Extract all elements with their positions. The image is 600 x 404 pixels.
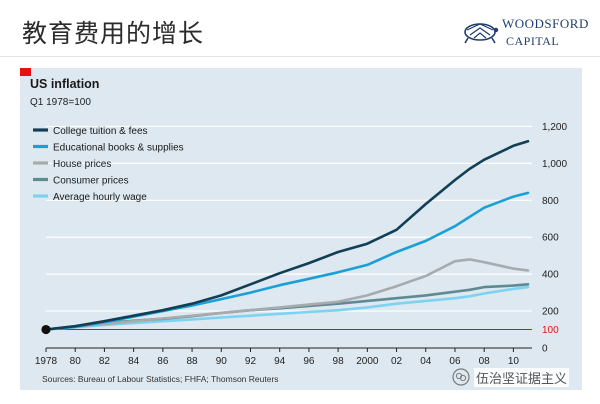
x-tick-label: 92 <box>245 356 257 367</box>
origin-marker <box>41 324 51 335</box>
y-tick-label: 800 <box>542 196 559 207</box>
chart-red-tab <box>20 68 31 76</box>
x-tick-label: 80 <box>70 356 82 367</box>
legend-label: College tuition & fees <box>53 126 148 137</box>
baseline-100-label: 100 <box>542 325 559 336</box>
x-tick-label: 1978 <box>35 356 58 367</box>
legend-label: Average hourly wage <box>53 192 147 203</box>
x-tick-label: 88 <box>186 356 198 367</box>
x-tick-label: 98 <box>333 356 345 367</box>
logo-wordmark: WOODSFORD <box>502 16 589 31</box>
x-tick-label: 94 <box>274 356 286 367</box>
wechat-watermark: 伍治坚证据主义 <box>452 366 592 388</box>
series-line-4 <box>44 285 530 331</box>
y-tick-label: 0 <box>542 344 548 355</box>
legend-label: Consumer prices <box>53 175 129 186</box>
x-tick-label: 86 <box>157 356 169 367</box>
x-tick-label: 96 <box>303 356 315 367</box>
inflation-line-chart: US inflation Q1 1978=100 0 200 400 600 800 1,… <box>30 77 567 384</box>
series-line-0 <box>44 139 530 331</box>
woodsford-logo: WOODSFORD CAPITAL <box>460 14 588 54</box>
slide-title: 教育费用的增长 <box>22 19 205 48</box>
x-tick-label: 10 <box>508 356 520 367</box>
x-tick-label: 04 <box>420 356 432 367</box>
watermark-text: 伍治坚证据主义 <box>474 368 570 387</box>
y-tick-label: 1,200 <box>542 122 567 133</box>
series-line-2 <box>44 258 530 331</box>
chart-source: Sources: Bureau of Labour Statistics; FH… <box>42 374 279 384</box>
x-tick-label: 06 <box>449 356 461 367</box>
x-tick-label: 82 <box>99 356 111 367</box>
x-tick-label: 90 <box>216 356 228 367</box>
chart-subtitle: Q1 1978=100 <box>30 97 91 108</box>
turtle-logo-icon <box>464 23 499 44</box>
legend-label: Educational books & supplies <box>53 142 184 153</box>
y-tick-label: 1,000 <box>542 159 567 170</box>
x-tick-label: 08 <box>479 356 491 367</box>
logo-subtext: CAPITAL <box>506 34 560 48</box>
chart-panel <box>20 68 582 390</box>
header-divider <box>0 56 600 57</box>
chart-title: US inflation <box>30 77 99 91</box>
x-tick-label: 84 <box>128 356 140 367</box>
y-tick-label: 400 <box>542 270 559 281</box>
x-tick-label: 2000 <box>356 356 379 367</box>
x-tick-label: 02 <box>391 356 403 367</box>
y-tick-label: 600 <box>542 233 559 244</box>
legend-label: House prices <box>53 159 111 170</box>
wechat-icon <box>452 368 470 386</box>
y-tick-label: 200 <box>542 307 559 318</box>
